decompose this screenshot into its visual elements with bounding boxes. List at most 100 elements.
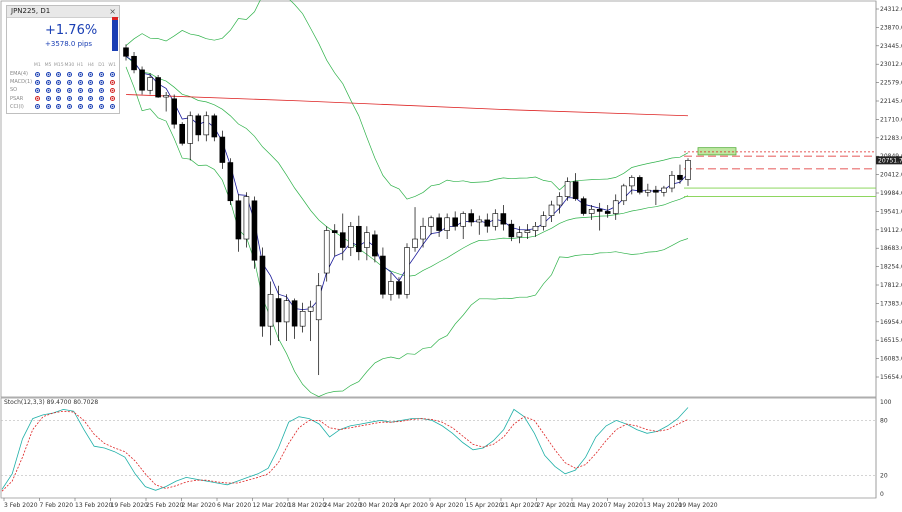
- price-tick-label: 24312.0: [880, 6, 902, 13]
- bull-candle: [620, 185, 627, 202]
- indicator-name: EMA(4): [10, 71, 28, 77]
- bear-candle: [123, 47, 129, 57]
- signal-up-dot: [98, 87, 104, 93]
- signal-up-dot: [45, 71, 51, 77]
- bull-candle: [163, 95, 169, 98]
- signal-up-dot: [34, 71, 40, 77]
- signal-down-dot: [109, 96, 115, 102]
- current-price-tag: [876, 156, 902, 165]
- long-moving-average: [125, 94, 689, 117]
- signal-up-dot: [98, 104, 104, 110]
- bull-candle: [540, 215, 547, 227]
- signal-up-dot: [88, 87, 94, 93]
- signal-up-dot: [66, 79, 72, 85]
- price-tick-label: 21283.0: [880, 135, 902, 142]
- signal-up-dot: [66, 104, 72, 110]
- indicator-name: PSAR: [10, 95, 24, 102]
- panel-title: JPN225, D1: [11, 7, 51, 15]
- close-icon[interactable]: ×: [109, 7, 116, 16]
- bear-candle: [195, 115, 202, 136]
- bull-candle: [444, 217, 450, 231]
- bear-candle: [500, 213, 507, 225]
- bear-candle: [171, 98, 177, 125]
- price-tick-label: 19984.0: [880, 190, 902, 197]
- date-tick-label: 6 Mar 2020: [217, 502, 251, 509]
- bull-candle: [315, 285, 322, 321]
- date-tick-label: 7 Feb 2020: [40, 502, 74, 509]
- date-tick-label: 24 Mar 2020: [324, 502, 362, 509]
- date-tick-label: 19 Feb 2020: [111, 502, 149, 509]
- signal-up-dot: [56, 104, 62, 110]
- bull-candle: [564, 181, 571, 197]
- signal-up-dot: [77, 104, 83, 110]
- date-tick-label: 30 Mar 2020: [359, 502, 397, 509]
- bear-candle: [179, 123, 185, 144]
- date-tick-label: 19 May 2020: [679, 502, 718, 509]
- bull-candle: [404, 247, 410, 295]
- signal-up-dot: [56, 96, 62, 102]
- bear-candle: [275, 298, 282, 323]
- bull-candle: [476, 219, 483, 223]
- timeframe-label: H4: [87, 63, 94, 68]
- signal-up-dot: [45, 79, 51, 85]
- signal-down-dot: [34, 96, 40, 102]
- stochastic-signal-line: [1, 410, 689, 492]
- signal-up-dot: [45, 96, 51, 102]
- date-tick-label: 3 Apr 2020: [395, 502, 428, 509]
- indicator-name: SO: [10, 87, 18, 94]
- signal-up-dot: [34, 87, 40, 93]
- stochastic-tick-label: 80: [880, 417, 888, 424]
- price-tick-label: 18254.0: [880, 264, 902, 271]
- bear-candle: [468, 213, 475, 223]
- bear-candle: [572, 181, 579, 199]
- bull-candle: [645, 189, 651, 193]
- signal-up-dot: [56, 71, 62, 77]
- change-percent: +1.76%: [45, 23, 98, 38]
- bull-candle: [307, 306, 314, 312]
- date-tick-label: 7 May 2020: [608, 502, 643, 509]
- price-tick-label: 22145.0: [880, 98, 902, 105]
- bear-candle: [580, 198, 587, 214]
- date-tick-label: 12 Mar 2020: [253, 502, 291, 509]
- support-resistance-levels: [684, 147, 876, 197]
- bull-candle: [323, 230, 330, 274]
- signal-up-dot: [66, 71, 72, 77]
- bollinger-lower: [125, 66, 689, 397]
- bear-candle: [396, 281, 402, 295]
- price-tick-label: 16954.0: [880, 319, 902, 326]
- signal-panel[interactable]: JPN225, D1 × +1.76% +3578.0 pips M1 M5 M15…: [6, 5, 120, 114]
- date-tick-label: 18 Mar 2020: [288, 502, 326, 509]
- price-tick-label: 21710.0: [880, 116, 902, 123]
- signal-down-dot: [109, 87, 115, 93]
- stochastic-label: Stoch(12,3,3) 89.4700 80.7028: [4, 399, 98, 406]
- bear-candle: [372, 234, 378, 257]
- signal-up-dot: [66, 87, 72, 93]
- signal-up-dot: [34, 104, 40, 110]
- bear-candle: [131, 55, 137, 71]
- stochastic-oscillator: 100 80 20 0: [1, 399, 892, 498]
- price-tick-label: 23445.0: [880, 43, 902, 50]
- bull-candle: [548, 204, 555, 216]
- price-tick-label: 18683.0: [880, 245, 902, 252]
- panel-header[interactable]: JPN225, D1 ×: [7, 6, 119, 18]
- bull-candle: [187, 115, 194, 144]
- bear-candle: [211, 115, 218, 138]
- bull-candle: [299, 310, 306, 327]
- bull-candle: [420, 225, 426, 240]
- bear-candle: [139, 69, 145, 91]
- bear-candle: [637, 177, 643, 193]
- date-tick-label: 9 Apr 2020: [430, 502, 463, 509]
- date-tick-label: 1 May 2020: [572, 502, 607, 509]
- bull-candle: [612, 200, 619, 214]
- bear-candle: [155, 77, 161, 98]
- signal-up-dot: [66, 96, 72, 102]
- bear-candle: [596, 208, 603, 212]
- strength-gauge-fill: [112, 20, 118, 51]
- signal-up-dot: [77, 71, 83, 77]
- candles: [123, 44, 691, 376]
- signal-up-dot: [98, 96, 104, 102]
- timeframe-label: M15: [53, 63, 64, 68]
- signal-up-dot: [77, 79, 83, 85]
